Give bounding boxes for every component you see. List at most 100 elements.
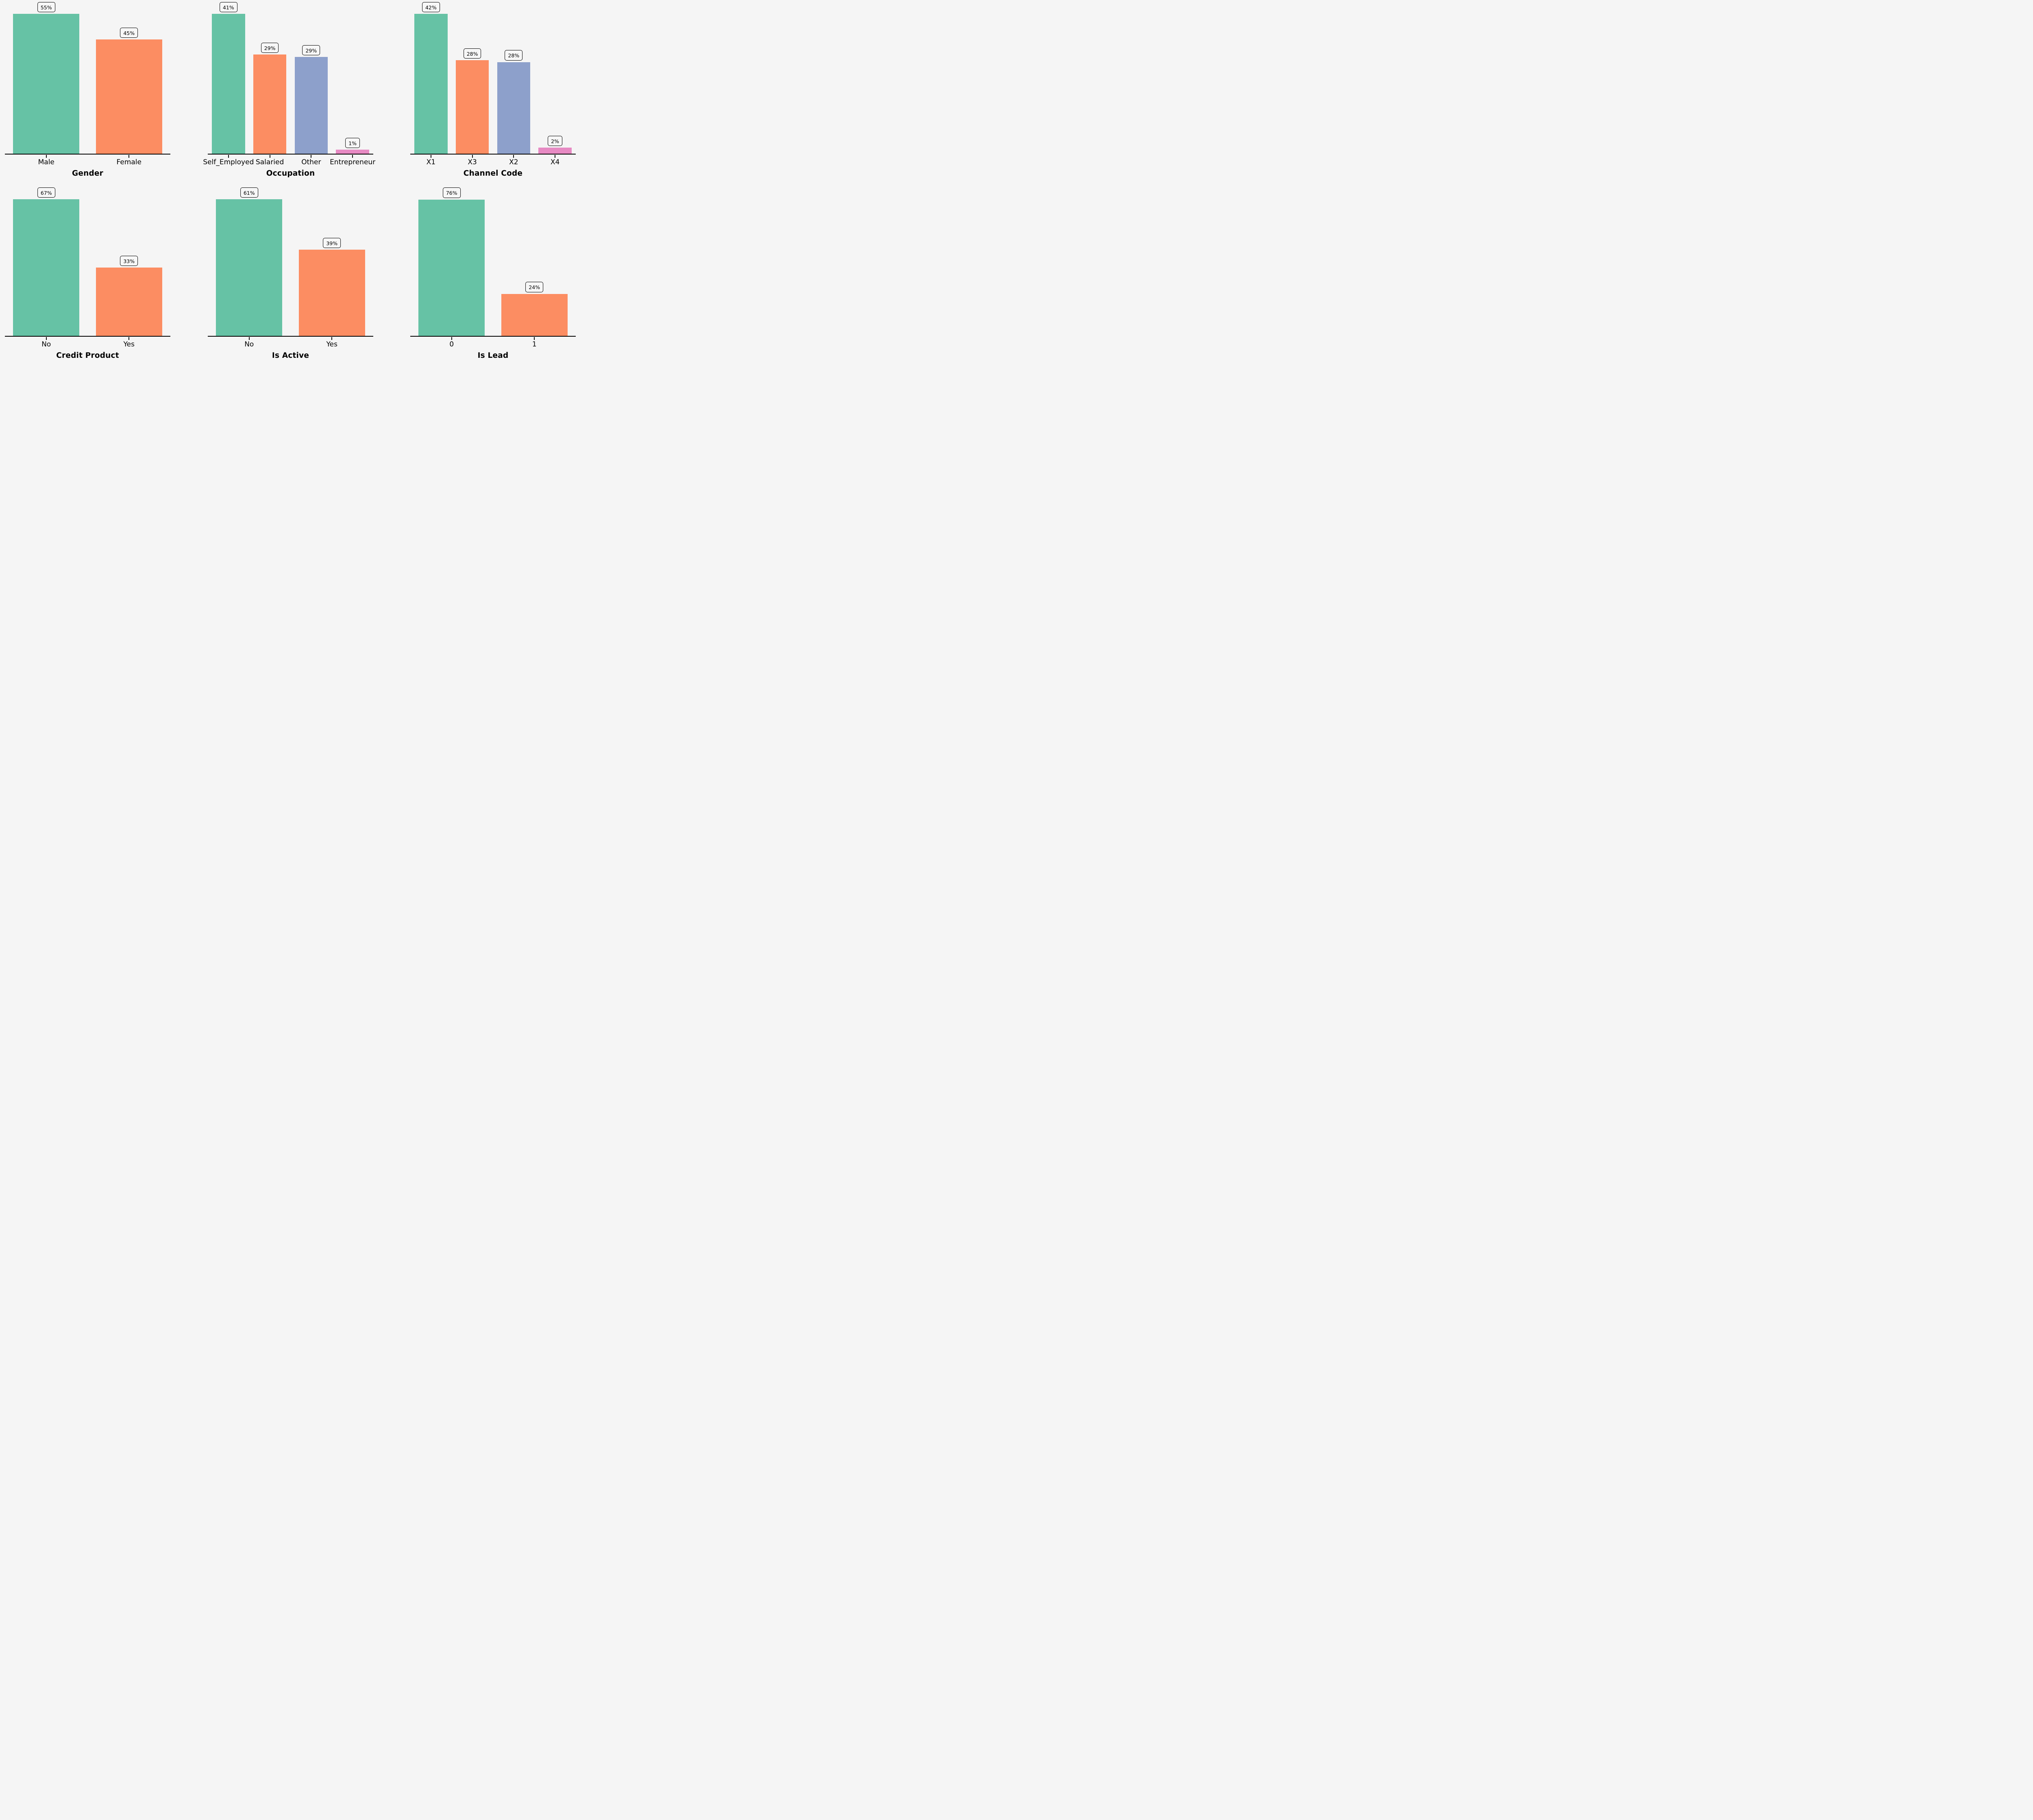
value-label: 45% xyxy=(123,30,135,36)
value-label-box: 76% xyxy=(442,187,461,198)
bar-1 xyxy=(501,294,568,336)
x-tick-label: No xyxy=(244,340,254,348)
x-tick xyxy=(248,337,250,340)
x-tick-labels: No Yes xyxy=(208,340,373,350)
x-axis-line xyxy=(5,335,170,337)
subplot-is-lead: 76% 24% 0 1 Is Lead xyxy=(385,182,577,364)
value-label: 2% xyxy=(551,138,559,144)
bar-no xyxy=(13,199,80,336)
value-label-box: 67% xyxy=(37,187,55,198)
x-tick xyxy=(46,155,47,158)
bar-chart-grid: 55% 45% Male Female Gender 41% 29% 29% 1% Self_Em… xyxy=(0,0,577,364)
value-label-box: 42% xyxy=(422,2,440,13)
x-axis-line xyxy=(410,153,576,155)
value-label: 29% xyxy=(264,45,276,51)
value-label-box: 61% xyxy=(240,187,258,198)
x-tick xyxy=(331,337,333,340)
value-label-box: 28% xyxy=(505,50,523,61)
x-tick-label: X3 xyxy=(468,158,477,166)
plot-area: 67% 33% xyxy=(5,182,170,340)
value-label: 24% xyxy=(529,284,540,290)
value-label: 39% xyxy=(326,240,338,246)
axes: 61% 39% No Yes Is Active xyxy=(208,182,373,360)
x-tick xyxy=(128,337,130,340)
x-tick-label: 0 xyxy=(449,340,454,348)
value-label: 61% xyxy=(243,189,255,196)
x-tick-label: Other xyxy=(301,158,321,166)
x-tick xyxy=(46,337,47,340)
value-label: 29% xyxy=(305,47,317,54)
x-tick-label: Self_Employed xyxy=(203,158,254,166)
bar-female xyxy=(96,39,162,154)
x-tick-label: Yes xyxy=(123,340,135,348)
axis-title: Is Lead xyxy=(477,351,509,360)
axes: 55% 45% Male Female Gender xyxy=(5,0,170,178)
value-label: 28% xyxy=(508,52,520,59)
x-tick-labels: Self_Employed Salaried Other Entrepreneur xyxy=(203,158,376,168)
bar-x1 xyxy=(414,14,448,154)
bar-other xyxy=(294,57,328,154)
value-label-box: 55% xyxy=(37,2,55,13)
x-tick-label: No xyxy=(41,340,51,348)
value-label-box: 1% xyxy=(345,137,360,148)
plot-area: 61% 39% xyxy=(208,182,373,340)
x-axis-line xyxy=(208,335,373,337)
axis-title: Gender xyxy=(72,169,104,178)
x-tick xyxy=(352,155,353,158)
bar-salaried xyxy=(253,54,287,154)
bar-no xyxy=(216,199,283,336)
value-label: 33% xyxy=(123,258,135,264)
value-label-box: 41% xyxy=(219,2,237,13)
x-tick-label: 1 xyxy=(532,340,537,348)
value-label: 1% xyxy=(348,140,357,146)
x-tick-labels: Male Female xyxy=(5,158,170,168)
x-tick-label: X1 xyxy=(426,158,436,166)
subplot-is-active: 61% 39% No Yes Is Active xyxy=(192,182,385,364)
axis-title: Credit Product xyxy=(56,351,119,360)
x-tick xyxy=(228,155,229,158)
value-label-box: 33% xyxy=(120,255,138,266)
x-tick-label: Male xyxy=(38,158,54,166)
bar-x4 xyxy=(538,148,572,154)
bar-yes xyxy=(96,268,162,336)
axes: 67% 33% No Yes Credit Product xyxy=(5,182,170,360)
x-tick-label: Entrepreneur xyxy=(330,158,376,166)
bar-male xyxy=(13,14,80,154)
axis-title: Is Active xyxy=(272,351,309,360)
value-label-box: 28% xyxy=(463,48,481,59)
axes: 76% 24% 0 1 Is Lead xyxy=(410,182,576,360)
x-tick-labels: X1 X3 X2 X4 xyxy=(410,158,576,168)
plot-area: 42% 28% 28% 2% xyxy=(410,0,576,158)
subplot-credit-product: 67% 33% No Yes Credit Product xyxy=(0,182,192,364)
value-label: 76% xyxy=(446,190,457,196)
x-tick-label: X4 xyxy=(550,158,560,166)
x-tick xyxy=(472,155,473,158)
x-tick xyxy=(128,155,130,158)
x-tick-label: X2 xyxy=(509,158,518,166)
x-axis-line xyxy=(208,153,373,155)
subplot-occupation: 41% 29% 29% 1% Self_Employed Salaried Other Ent… xyxy=(192,0,385,182)
value-label: 67% xyxy=(40,189,52,196)
bar-entrepreneur xyxy=(336,150,369,154)
x-tick xyxy=(451,337,452,340)
x-tick-label: Female xyxy=(116,158,141,166)
x-tick xyxy=(513,155,514,158)
plot-area: 41% 29% 29% 1% xyxy=(208,0,373,158)
bar-yes xyxy=(298,250,365,336)
x-axis-line xyxy=(5,153,170,155)
x-tick-label: Salaried xyxy=(255,158,284,166)
value-label-box: 45% xyxy=(120,27,138,38)
axes: 41% 29% 29% 1% Self_Employed Salaried Other Ent… xyxy=(203,0,376,178)
value-label-box: 24% xyxy=(525,281,544,292)
value-label-box: 2% xyxy=(548,135,563,146)
axes: 42% 28% 28% 2% X1 X3 X2 X4 Channel Code xyxy=(410,0,576,178)
value-label: 41% xyxy=(222,4,234,11)
value-label: 55% xyxy=(40,4,52,11)
value-label-box: 39% xyxy=(323,237,341,248)
bar-x3 xyxy=(455,60,489,154)
bar-self-employed xyxy=(212,14,245,154)
axis-title: Channel Code xyxy=(463,169,523,178)
axis-title: Occupation xyxy=(266,169,315,178)
subplot-channel-code: 42% 28% 28% 2% X1 X3 X2 X4 Channel Code xyxy=(385,0,577,182)
plot-area: 55% 45% xyxy=(5,0,170,158)
